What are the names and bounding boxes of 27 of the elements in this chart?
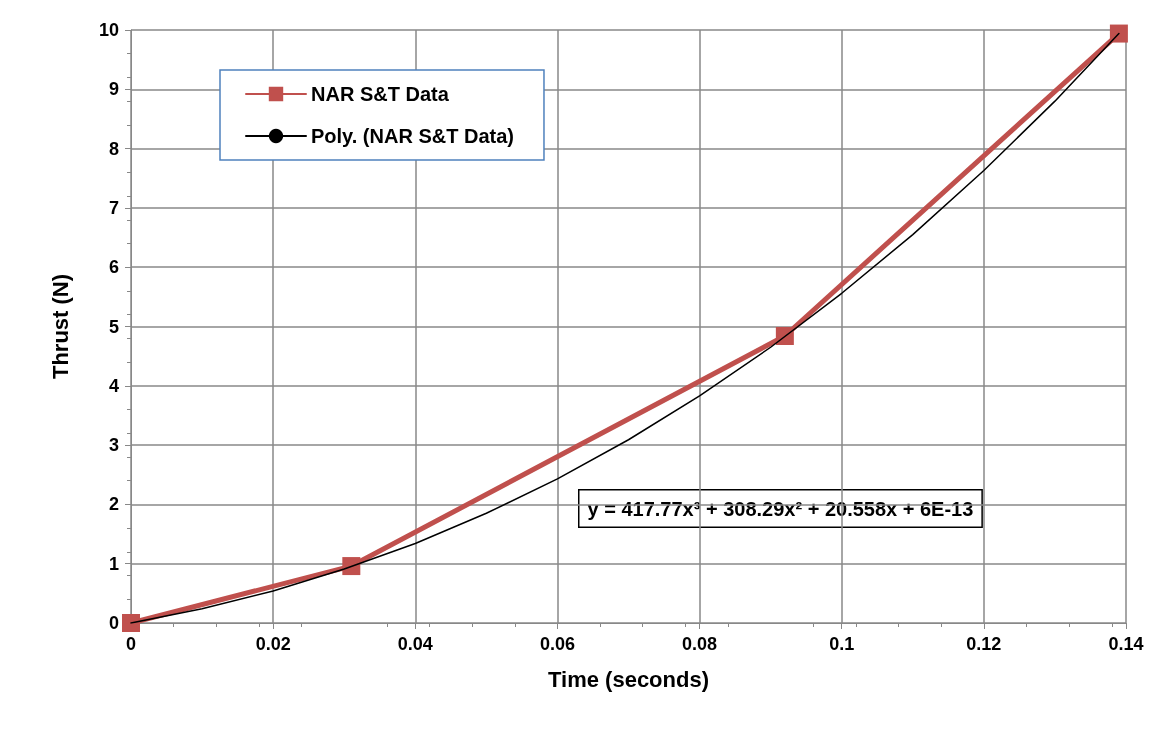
- y-tick-label: 2: [108, 494, 119, 515]
- x-axis-title: Time (seconds): [548, 666, 709, 692]
- y-tick-label: 4: [108, 375, 119, 396]
- point: [342, 557, 361, 576]
- legend-label: Poly. (NAR S&T Data): [311, 125, 514, 147]
- legend-label: NAR S&T Data: [311, 83, 450, 105]
- annotation: y = 417.77x³ + 308.29x² + 20.558x + 6E-13: [587, 497, 974, 520]
- y-tick-label: 5: [108, 316, 119, 337]
- point: [122, 614, 140, 632]
- x-tick-label: 0.14: [1108, 634, 1144, 654]
- y-tick-label: 1: [108, 553, 119, 574]
- y-axis-title: Thrust (N): [47, 273, 73, 380]
- x-tick-label: 0.06: [539, 634, 575, 654]
- y-tick-label: 8: [108, 138, 119, 159]
- x-tick-label: 0.08: [682, 634, 718, 654]
- y-tick-label: 6: [108, 257, 119, 278]
- y-tick-label: 7: [108, 197, 119, 218]
- x-tick-label: 0: [125, 634, 137, 654]
- y-tick-label: 3: [108, 435, 119, 456]
- x-tick-label: 0.12: [966, 634, 1002, 654]
- y-tick-label: 9: [108, 79, 119, 100]
- x-tick-label: 0.02: [255, 634, 291, 654]
- y-tick-label: 10: [98, 20, 119, 40]
- x-tick-label: 0.04: [397, 634, 433, 654]
- point: [1109, 24, 1128, 43]
- y-tick-label: 0: [108, 613, 119, 633]
- x-tick-label: 0.1: [829, 634, 855, 654]
